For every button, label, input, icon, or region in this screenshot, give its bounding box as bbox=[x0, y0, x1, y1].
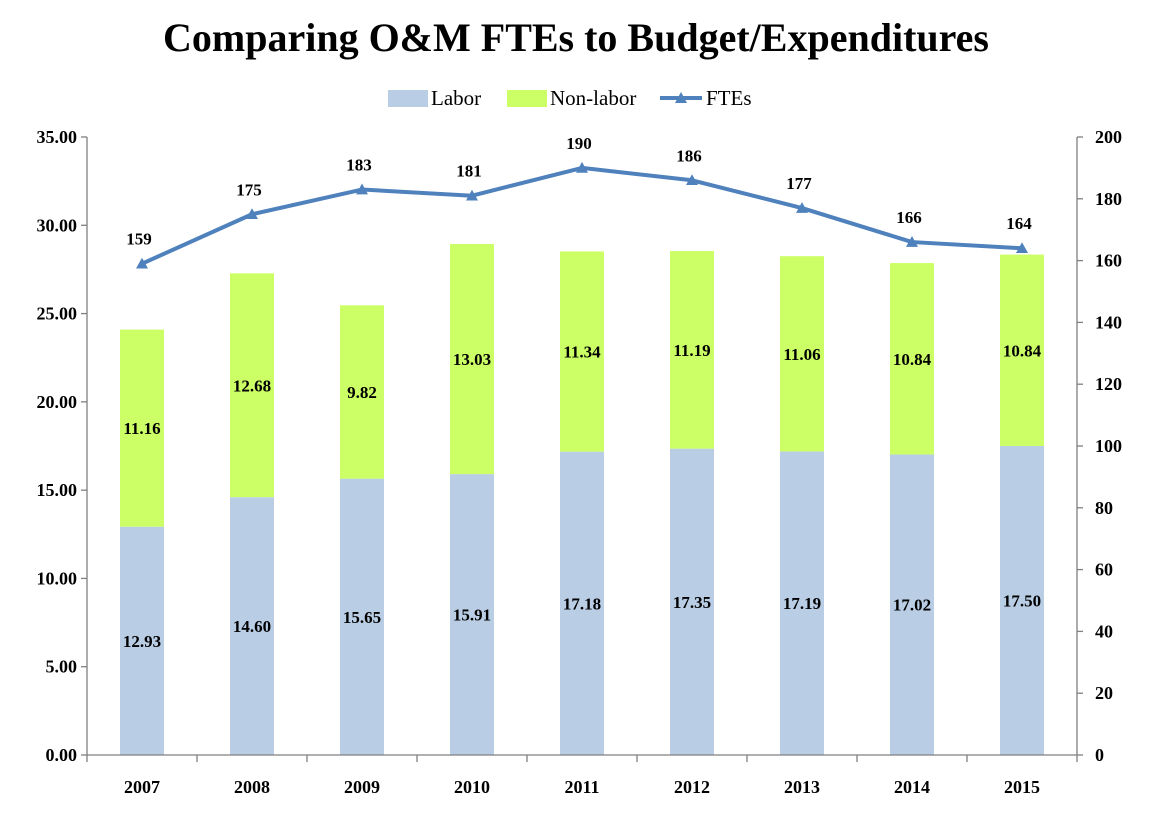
x-tick-label: 2008 bbox=[234, 777, 270, 797]
data-label-non-labor: 10.84 bbox=[893, 350, 932, 369]
x-tick-label: 2014 bbox=[894, 777, 930, 797]
bar-non-labor bbox=[890, 263, 934, 455]
data-label-fte: 181 bbox=[456, 162, 482, 181]
x-tick-label: 2012 bbox=[674, 777, 710, 797]
data-label-non-labor: 11.16 bbox=[123, 419, 160, 438]
fte-marker bbox=[576, 161, 588, 173]
fte-marker bbox=[1016, 242, 1028, 254]
data-label-fte: 159 bbox=[126, 230, 152, 249]
fte-marker bbox=[906, 236, 918, 247]
fte-marker bbox=[466, 189, 478, 201]
data-label-fte: 164 bbox=[1006, 214, 1032, 233]
bar-non-labor bbox=[450, 244, 494, 475]
y-tick-left: 25.00 bbox=[37, 304, 78, 324]
fte-marker bbox=[356, 183, 368, 195]
bar-labor bbox=[780, 451, 824, 755]
y-tick-left: 0.00 bbox=[46, 745, 78, 765]
data-label-fte: 186 bbox=[676, 146, 702, 165]
y-tick-right: 0 bbox=[1095, 745, 1104, 765]
y-tick-right: 200 bbox=[1095, 127, 1122, 147]
bar-labor bbox=[230, 497, 274, 755]
data-label-fte: 190 bbox=[566, 134, 592, 153]
y-tick-right: 100 bbox=[1095, 436, 1122, 456]
y-tick-right: 60 bbox=[1095, 560, 1113, 580]
legend-label-labor: Labor bbox=[431, 86, 481, 110]
data-label-non-labor: 11.19 bbox=[673, 341, 710, 360]
bar-non-labor bbox=[340, 305, 384, 479]
fte-line bbox=[141, 165, 1023, 266]
data-label-non-labor: 11.06 bbox=[783, 345, 820, 364]
data-label-labor: 17.18 bbox=[563, 594, 601, 613]
bar-labor bbox=[450, 474, 494, 755]
data-label-non-labor: 12.68 bbox=[233, 376, 271, 395]
y-tick-left: 5.00 bbox=[46, 657, 78, 677]
plot-area: 12.93 11.16 14.60 12.68 15.65 9.82 15.91 13.03 1… bbox=[37, 127, 1123, 797]
data-label-non-labor: 10.84 bbox=[1003, 341, 1042, 360]
legend: Labor Non-labor FTEs bbox=[388, 86, 752, 110]
bar-labor bbox=[340, 478, 384, 755]
y-tick-right: 20 bbox=[1095, 683, 1113, 703]
data-label-labor: 17.50 bbox=[1003, 592, 1041, 611]
chart-title: Comparing O&M FTEs to Budget/Expenditure… bbox=[163, 15, 989, 60]
data-label-labor: 12.93 bbox=[123, 632, 161, 651]
fte-marker bbox=[246, 208, 258, 220]
data-label-non-labor: 9.82 bbox=[347, 383, 377, 402]
y-tick-right: 140 bbox=[1095, 312, 1122, 332]
y-tick-left: 20.00 bbox=[37, 392, 78, 412]
x-tick-label: 2011 bbox=[564, 777, 599, 797]
legend-label-non-labor: Non-labor bbox=[550, 86, 636, 110]
x-tick-label: 2007 bbox=[124, 777, 160, 797]
y-tick-left: 15.00 bbox=[37, 480, 78, 500]
data-label-labor: 15.91 bbox=[453, 606, 491, 625]
data-label-non-labor: 11.34 bbox=[563, 343, 601, 362]
data-label-fte: 183 bbox=[346, 156, 372, 175]
y-tick-right: 80 bbox=[1095, 498, 1113, 518]
fte-marker bbox=[686, 174, 698, 186]
legend-swatch-non-labor bbox=[507, 90, 547, 107]
legend-swatch-labor bbox=[388, 90, 428, 107]
bar-non-labor bbox=[1000, 254, 1044, 446]
y-tick-left: 35.00 bbox=[37, 127, 78, 147]
data-label-labor: 17.19 bbox=[783, 594, 821, 613]
fte-marker bbox=[136, 257, 148, 269]
fte-marker bbox=[796, 202, 808, 213]
bar-labor bbox=[1000, 446, 1044, 755]
x-tick-label: 2015 bbox=[1004, 777, 1040, 797]
legend-marker-ftes bbox=[675, 92, 687, 103]
bar-labor bbox=[120, 526, 164, 755]
y-tick-right: 40 bbox=[1095, 621, 1113, 641]
x-tick-label: 2010 bbox=[454, 777, 490, 797]
bar-non-labor bbox=[670, 251, 714, 449]
y-tick-right: 160 bbox=[1095, 251, 1122, 271]
bar-labor bbox=[890, 454, 934, 755]
legend-label-ftes: FTEs bbox=[706, 86, 752, 110]
bar-non-labor bbox=[230, 273, 274, 498]
data-label-fte: 166 bbox=[896, 208, 922, 227]
bar-labor bbox=[670, 448, 714, 755]
y-tick-left: 30.00 bbox=[37, 215, 78, 235]
data-label-fte: 175 bbox=[236, 180, 262, 199]
data-label-labor: 17.02 bbox=[893, 596, 931, 615]
x-tick-label: 2013 bbox=[784, 777, 820, 797]
data-label-labor: 17.35 bbox=[673, 593, 711, 612]
data-label-fte: 177 bbox=[786, 174, 812, 193]
x-tick-label: 2009 bbox=[344, 777, 380, 797]
y-tick-right: 120 bbox=[1095, 374, 1122, 394]
bar-labor bbox=[560, 451, 604, 755]
data-label-labor: 14.60 bbox=[233, 617, 271, 636]
data-label-non-labor: 13.03 bbox=[453, 350, 491, 369]
data-label-labor: 15.65 bbox=[343, 608, 381, 627]
bar-non-labor bbox=[560, 251, 604, 452]
y-tick-left: 10.00 bbox=[37, 568, 78, 588]
bar-non-labor bbox=[120, 329, 164, 527]
bar-non-labor bbox=[780, 256, 824, 452]
y-tick-right: 180 bbox=[1095, 189, 1122, 209]
